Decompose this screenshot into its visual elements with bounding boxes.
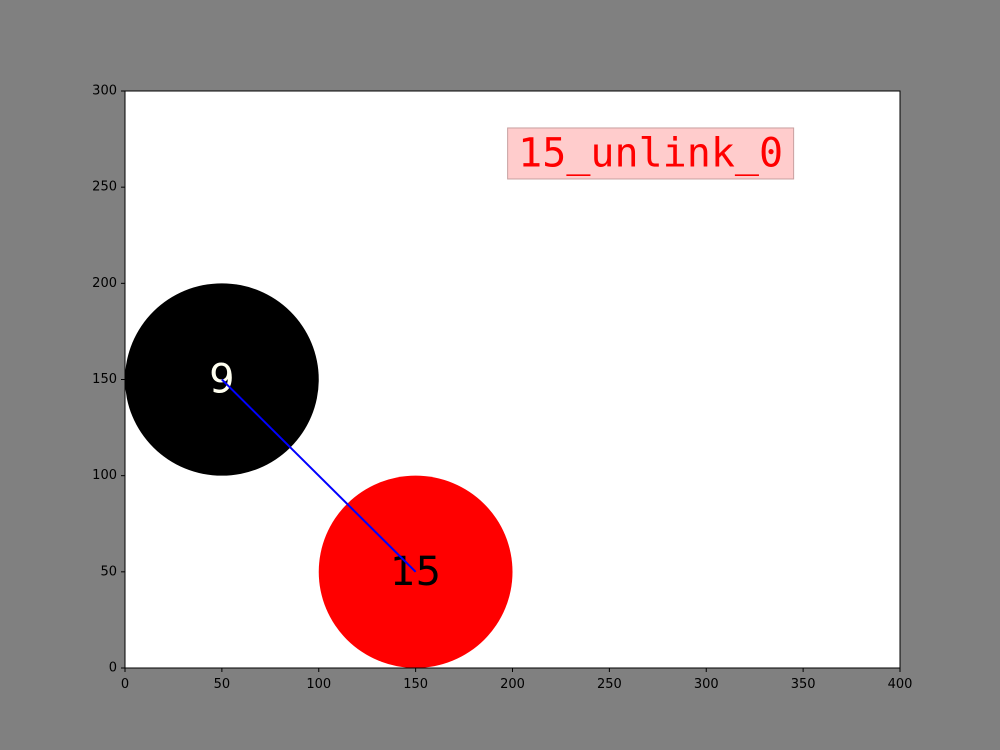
- y-tick-label: 300: [92, 84, 117, 99]
- y-tick-label: 250: [92, 180, 117, 195]
- edges-layer: [221, 378, 417, 573]
- x-tick-label: 200: [500, 677, 525, 692]
- x-tick-label: 0: [121, 677, 129, 692]
- y-axis: 0 50 100 150 200 250 300: [92, 84, 125, 676]
- x-tick-label: 350: [791, 677, 816, 692]
- y-tick-label: 0: [109, 661, 117, 676]
- y-tick-label: 150: [92, 372, 117, 387]
- y-tick-label: 50: [100, 564, 117, 579]
- y-tick-label: 100: [92, 468, 117, 483]
- x-tick-label: 250: [597, 677, 622, 692]
- x-tick-label: 50: [214, 677, 231, 692]
- title-box: 15_unlink_0: [507, 127, 795, 180]
- y-tick-label: 200: [92, 276, 117, 291]
- x-axis: 0 50 100 150 200 250 300 350 400: [121, 668, 913, 692]
- x-tick-label: 100: [306, 677, 331, 692]
- title-label: 15_unlink_0: [518, 130, 783, 176]
- plot-area: 915 15_unlink_0: [124, 90, 901, 669]
- edge-line: [221, 378, 417, 573]
- x-tick-label: 300: [694, 677, 719, 692]
- x-tick-label: 400: [888, 677, 913, 692]
- x-tick-label: 150: [403, 677, 428, 692]
- title-box-background: [507, 127, 795, 180]
